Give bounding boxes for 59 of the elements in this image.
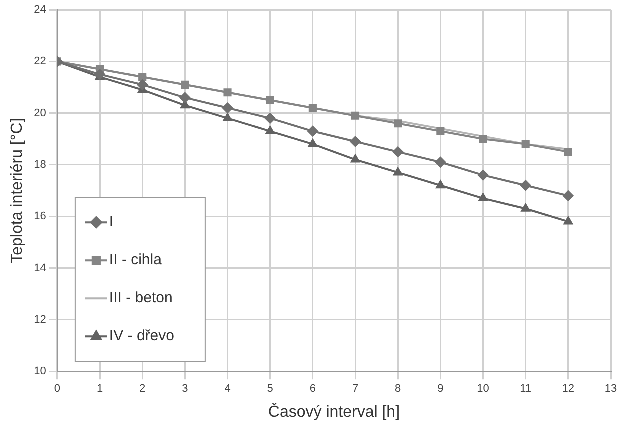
x-axis-title: Časový interval [h] [268,402,400,421]
x-tick-label: 1 [96,383,104,396]
point [266,126,276,134]
y-tick-label: 18 [34,159,46,172]
point [224,88,232,97]
x-tick-label: 12 [562,383,575,396]
y-tick-label: 24 [34,4,46,16]
point [137,79,148,90]
point [181,80,190,89]
y-tick-label: 16 [34,210,46,223]
point [138,73,147,82]
point [564,148,572,156]
y-tick-label: 12 [34,314,46,326]
point [392,146,404,158]
point [564,216,574,225]
x-tick-label: 7 [352,383,359,396]
point [520,180,532,192]
x-tick-label: 10 [477,383,490,396]
point [222,102,234,114]
point [307,126,318,137]
point [266,96,274,104]
point [435,156,446,168]
legend-label: I [109,214,114,231]
point [478,193,488,202]
point [180,92,191,104]
x-tick-label: 6 [310,383,316,396]
y-tick-label: 20 [34,107,46,120]
x-tick-label: 11 [520,383,532,396]
y-axis-title: Teplota interiéru [°C] [9,118,26,264]
point [308,138,318,148]
x-tick-label: 3 [182,383,188,396]
point [478,170,489,181]
x-tick-label: 0 [54,383,60,396]
point [522,140,530,148]
legend-label: II - cihla [109,252,163,269]
point [393,167,403,176]
x-tick-label: 8 [395,383,402,396]
point [350,154,360,163]
x-tick-label: 2 [140,383,146,396]
point [562,190,574,202]
point [436,127,445,136]
point [394,120,402,128]
point [521,203,531,212]
x-tick-label: 9 [438,383,444,396]
point [264,112,276,124]
y-tick-label: 22 [34,56,46,68]
point [436,180,446,189]
point [222,112,233,122]
point [351,112,360,120]
legend-label: III - beton [109,290,173,307]
y-tick-label: 14 [34,262,46,274]
point [308,104,317,112]
y-tick-label: 10 [34,366,46,378]
point [350,136,362,148]
x-tick-label: 13 [604,383,618,396]
legend-label: IV - dřevo [109,328,174,345]
x-tick-label: 4 [224,383,231,396]
x-tick-label: 5 [267,383,274,396]
point [479,135,488,144]
